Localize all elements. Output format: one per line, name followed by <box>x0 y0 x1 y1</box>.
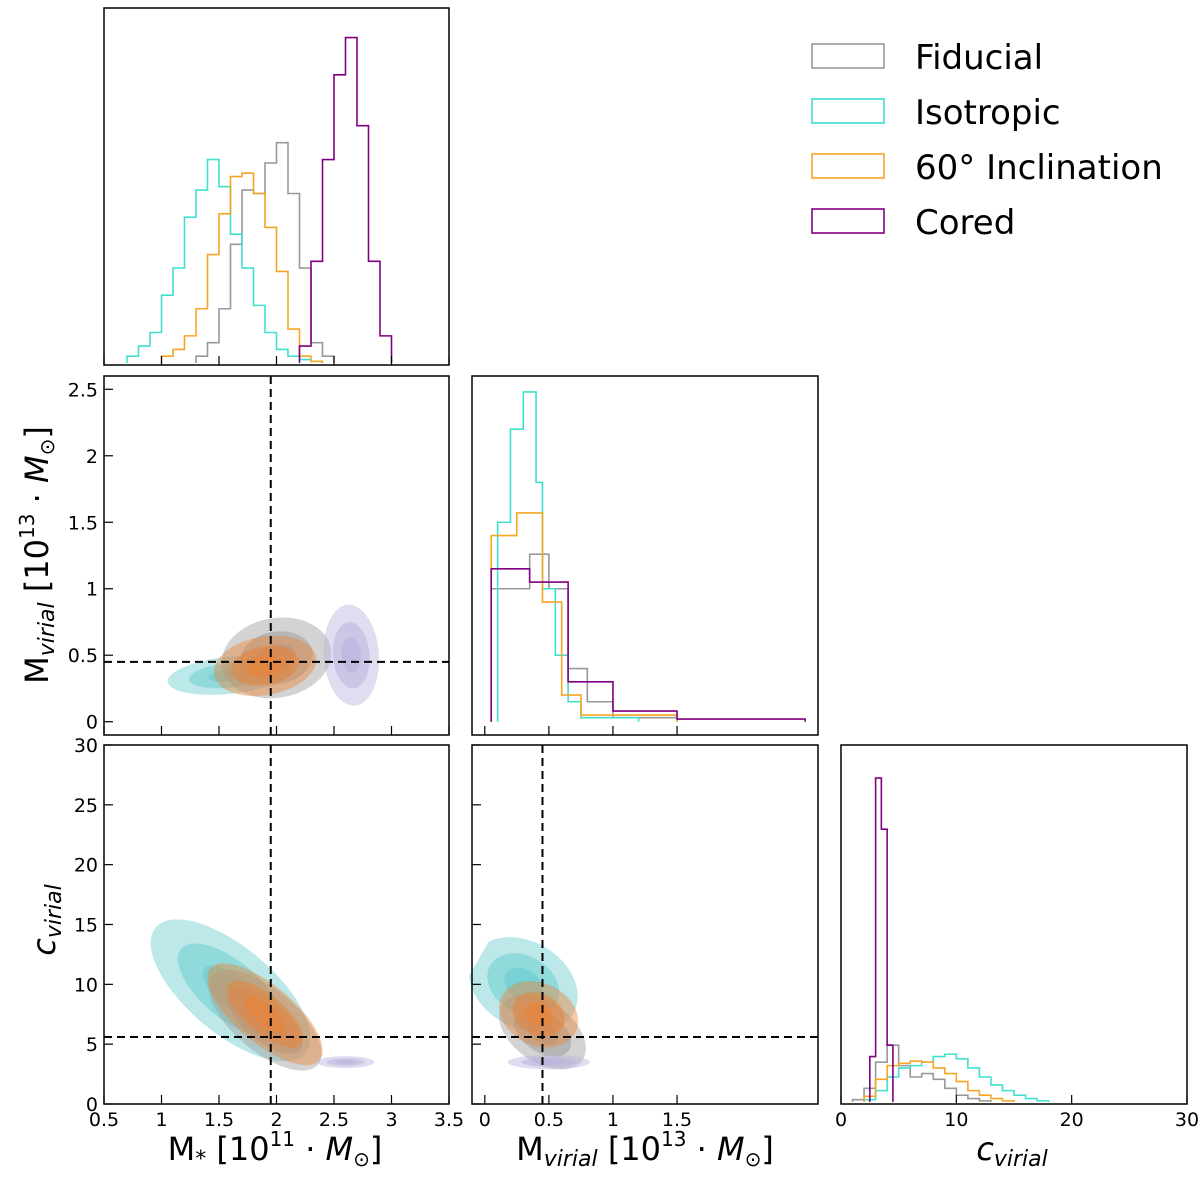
hist-cvir-x-ticklabel: 0 <box>835 1109 847 1131</box>
mvir-cvir-x-ticklabel: 1 <box>607 1109 619 1131</box>
hist-cvir-x-ticklabel: 30 <box>1175 1109 1199 1131</box>
mvir-cvir-x-ticklabel: 0.5 <box>534 1109 564 1131</box>
mstar-cvir-x-ticklabel: 2.5 <box>319 1109 349 1131</box>
contour-mstar-mvir-inclination-level-3 <box>247 655 283 677</box>
hist-mstar-isotropic <box>126 158 324 363</box>
contour-mstar-cvir-cored-level-3 <box>335 1060 356 1065</box>
legend-label-4: Cored <box>915 203 1015 243</box>
hist-cvir-60-inclination <box>863 1060 1015 1102</box>
mstar-cvir-x-ticklabel: 3 <box>385 1109 397 1131</box>
m-star-xlabel: M* [1011 · M⊙] <box>168 1127 383 1172</box>
mstar-mvir-y-ticklabel: 0.5 <box>68 645 98 667</box>
hist-mvir-cored <box>490 567 806 722</box>
mstar-cvir-y-ticklabel: 30 <box>74 735 98 757</box>
mstar-cvir-y-ticklabel: 5 <box>86 1034 98 1056</box>
mstar-mvir-y-ticklabel: 0 <box>86 712 98 734</box>
mstar-mvir-y-ticklabel: 2.5 <box>68 379 98 401</box>
mstar-mvir-y-ticklabel: 1 <box>86 579 98 601</box>
panel-hist-mstar <box>103 7 450 366</box>
contour-mstar-mvir-cored-level-3 <box>341 637 361 673</box>
mstar-cvir-x-ticklabel: 2 <box>270 1109 282 1131</box>
mvir-cvir-x-ticklabel: 0 <box>479 1109 491 1131</box>
c-virial-xlabel: cvirial <box>976 1130 1047 1172</box>
hist-cvir-cored <box>869 777 894 1102</box>
mstar-cvir-y-ticklabel: 25 <box>74 795 98 817</box>
legend-label-2: Isotropic <box>915 93 1061 133</box>
legend-label-3: 60° Inclination <box>915 148 1163 188</box>
mstar-cvir-x-ticklabel: 3.5 <box>434 1109 464 1131</box>
legend-swatch-4 <box>811 208 885 234</box>
mvir-cvir-x-ticklabel: 1.5 <box>662 1109 692 1131</box>
legend-swatch-1 <box>811 43 885 69</box>
m-virial-xlabel: Mvirial [1013 · M⊙] <box>516 1127 774 1172</box>
mstar-mvir-y-ticklabel: 1.5 <box>68 512 98 534</box>
contour-mvir-cvir-inclination-level-3 <box>524 1002 553 1026</box>
hist-cvir-x-ticklabel: 20 <box>1060 1109 1084 1131</box>
mstar-cvir-y-ticklabel: 20 <box>74 855 98 877</box>
mstar-cvir-x-ticklabel: 1 <box>155 1109 167 1131</box>
contour-mvir-cvir-cored-level-3 <box>534 1059 564 1065</box>
contour-mstar-cvir-inclination-level-3 <box>244 996 286 1033</box>
panel-hist-cvir <box>840 744 1188 1105</box>
mstar-cvir-y-ticklabel: 10 <box>74 974 98 996</box>
hist-mvir-60-inclination <box>490 512 678 722</box>
c-virial-ylabel: cvirial <box>25 884 67 955</box>
mstar-cvir-y-ticklabel: 0 <box>86 1094 98 1116</box>
mstar-cvir-x-ticklabel: 1.5 <box>204 1109 234 1131</box>
hist-mstar-cored <box>298 36 393 363</box>
legend-label-1: Fiducial <box>915 38 1043 78</box>
hist-mvir-fiducial <box>490 553 678 722</box>
legend-swatch-2 <box>811 98 885 124</box>
hist-mstar-60-inclination <box>160 172 324 363</box>
hist-cvir-x-ticklabel: 10 <box>944 1109 968 1131</box>
legend-swatch-3 <box>811 153 885 179</box>
mstar-cvir-y-ticklabel: 15 <box>74 915 98 937</box>
hist-cvir-fiducial <box>851 1044 992 1102</box>
panel-hist-mvir <box>471 375 819 736</box>
legend: Fiducial Isotropic 60° Inclination Cored <box>811 38 1163 243</box>
mstar-cvir-x-ticklabel: 0.5 <box>89 1109 119 1131</box>
mstar-mvir-y-ticklabel: 2 <box>86 446 98 468</box>
m-virial-ylabel: Mvirial [1013 · M⊙] <box>15 426 60 684</box>
